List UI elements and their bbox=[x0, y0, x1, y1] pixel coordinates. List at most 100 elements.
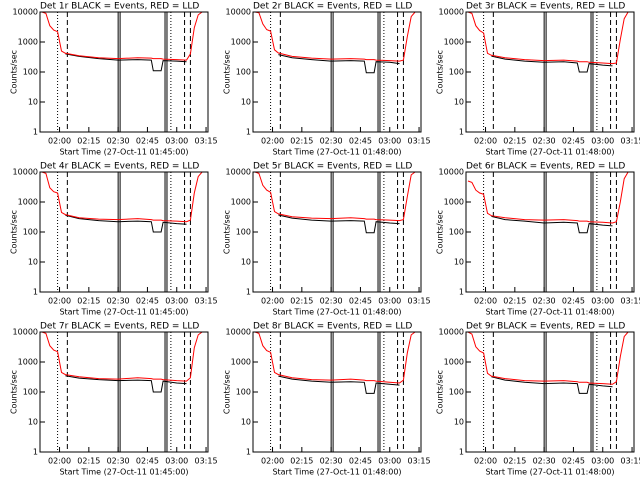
x-axis-label: Start Time (27-Oct-11 01:48:00) bbox=[272, 308, 401, 317]
x-tick-label: 03:00 bbox=[165, 137, 188, 146]
plot-frame bbox=[39, 331, 209, 453]
y-tick-label: 1000 bbox=[231, 38, 251, 47]
series-line bbox=[254, 171, 416, 222]
x-axis-label: Start Time (27-Oct-11 01:48:00) bbox=[272, 468, 401, 477]
y-tick-label: 100 bbox=[23, 388, 38, 397]
panel-title: Det 9r BLACK = Events, RED = LLD bbox=[466, 322, 625, 332]
x-tick-label: 03:00 bbox=[378, 457, 401, 466]
plot-frame bbox=[252, 171, 422, 293]
x-axis-label: Start Time (27-Oct-11 01:48:00) bbox=[272, 148, 401, 157]
y-tick-label: 100 bbox=[449, 388, 464, 397]
plot-frame bbox=[465, 171, 635, 293]
series-line bbox=[278, 54, 400, 74]
x-tick-label: 02:00 bbox=[474, 457, 497, 466]
y-tick-label: 100 bbox=[449, 68, 464, 77]
y-tick-label: 10000 bbox=[439, 8, 464, 17]
x-tick-label: 02:15 bbox=[77, 457, 100, 466]
x-tick-label: 02:45 bbox=[562, 137, 585, 146]
x-tick-label: 02:00 bbox=[261, 297, 284, 306]
y-tick-label: 10 bbox=[28, 418, 38, 427]
panel: Det 9r BLACK = Events, RED = LLD Start Ti… bbox=[436, 322, 640, 477]
x-tick-label: 02:15 bbox=[77, 297, 100, 306]
x-tick-label: 02:00 bbox=[261, 457, 284, 466]
panel: Det 6r BLACK = Events, RED = LLD Start Ti… bbox=[436, 162, 640, 317]
x-tick-label: 03:00 bbox=[378, 297, 401, 306]
series-line bbox=[491, 55, 613, 73]
y-axis-label: Counts/sec bbox=[436, 370, 445, 414]
x-tick-label: 03:15 bbox=[621, 137, 640, 146]
y-tick-label: 100 bbox=[236, 68, 251, 77]
x-tick-label: 03:15 bbox=[408, 297, 431, 306]
x-tick-label: 02:00 bbox=[474, 297, 497, 306]
y-axis-label: Counts/sec bbox=[10, 210, 19, 254]
x-tick-label: 02:30 bbox=[320, 457, 343, 466]
panel: Det 7r BLACK = Events, RED = LLD Start Ti… bbox=[10, 322, 218, 477]
y-tick-label: 1000 bbox=[444, 38, 464, 47]
x-axis-label: Start Time (27-Oct-11 01:45:00) bbox=[59, 468, 188, 477]
x-tick-label: 02:00 bbox=[261, 137, 284, 146]
y-tick-label: 10 bbox=[28, 258, 38, 267]
series-line bbox=[278, 214, 400, 234]
x-tick-label: 02:15 bbox=[290, 137, 313, 146]
x-tick-label: 02:45 bbox=[349, 457, 372, 466]
series-line bbox=[41, 11, 203, 61]
x-tick-label: 03:00 bbox=[591, 457, 614, 466]
series-line bbox=[467, 331, 629, 385]
x-tick-label: 02:00 bbox=[474, 137, 497, 146]
y-tick-label: 100 bbox=[236, 388, 251, 397]
y-tick-label: 10 bbox=[454, 258, 464, 267]
y-tick-label: 10 bbox=[454, 418, 464, 427]
y-tick-label: 1000 bbox=[444, 198, 464, 207]
y-tick-label: 100 bbox=[449, 228, 464, 237]
x-tick-label: 02:45 bbox=[349, 137, 372, 146]
series-line bbox=[254, 11, 416, 62]
y-axis-label: Counts/sec bbox=[223, 50, 232, 94]
panel-title: Det 1r BLACK = Events, RED = LLD bbox=[40, 2, 199, 12]
x-tick-label: 03:15 bbox=[195, 137, 218, 146]
x-tick-label: 02:00 bbox=[48, 457, 71, 466]
y-tick-label: 1 bbox=[246, 448, 251, 457]
plot-frame bbox=[252, 331, 422, 453]
series-line bbox=[491, 215, 613, 234]
series-line bbox=[254, 331, 416, 384]
y-tick-label: 100 bbox=[23, 68, 38, 77]
series-line bbox=[491, 376, 613, 394]
x-tick-label: 02:15 bbox=[290, 457, 313, 466]
panel-title: Det 6r BLACK = Events, RED = LLD bbox=[466, 162, 625, 172]
series-line bbox=[278, 375, 400, 394]
y-tick-label: 1000 bbox=[231, 358, 251, 367]
x-tick-label: 02:30 bbox=[533, 137, 556, 146]
x-tick-label: 02:45 bbox=[136, 457, 159, 466]
panel: Det 5r BLACK = Events, RED = LLD Start Ti… bbox=[223, 162, 431, 317]
panel-title: Det 2r BLACK = Events, RED = LLD bbox=[253, 2, 412, 12]
y-tick-label: 1000 bbox=[18, 38, 38, 47]
x-tick-label: 02:30 bbox=[107, 297, 130, 306]
x-tick-label: 02:15 bbox=[503, 137, 526, 146]
panel: Det 1r BLACK = Events, RED = LLD Start Ti… bbox=[10, 2, 218, 157]
panel-title: Det 8r BLACK = Events, RED = LLD bbox=[253, 322, 412, 332]
x-tick-label: 02:30 bbox=[320, 137, 343, 146]
x-tick-label: 03:15 bbox=[195, 297, 218, 306]
series-line bbox=[65, 375, 187, 393]
y-tick-label: 100 bbox=[23, 228, 38, 237]
x-tick-label: 02:45 bbox=[136, 297, 159, 306]
x-tick-label: 02:30 bbox=[107, 137, 130, 146]
x-tick-label: 02:15 bbox=[503, 457, 526, 466]
y-axis-label: Counts/sec bbox=[223, 370, 232, 414]
y-tick-label: 10000 bbox=[226, 328, 251, 337]
x-tick-label: 03:15 bbox=[195, 457, 218, 466]
x-tick-label: 02:15 bbox=[290, 297, 313, 306]
plot-frame bbox=[465, 331, 635, 453]
y-tick-label: 10 bbox=[454, 98, 464, 107]
plot-frame bbox=[252, 11, 422, 133]
y-tick-label: 1000 bbox=[18, 358, 38, 367]
x-tick-label: 03:15 bbox=[621, 457, 640, 466]
y-tick-label: 10 bbox=[241, 98, 251, 107]
series-line bbox=[65, 53, 187, 72]
x-axis-label: Start Time (27-Oct-11 01:45:00) bbox=[59, 308, 188, 317]
y-tick-label: 1 bbox=[33, 128, 38, 137]
y-tick-label: 1 bbox=[246, 288, 251, 297]
panel: Det 2r BLACK = Events, RED = LLD Start Ti… bbox=[223, 2, 431, 157]
panel-title: Det 4r BLACK = Events, RED = LLD bbox=[40, 162, 199, 172]
